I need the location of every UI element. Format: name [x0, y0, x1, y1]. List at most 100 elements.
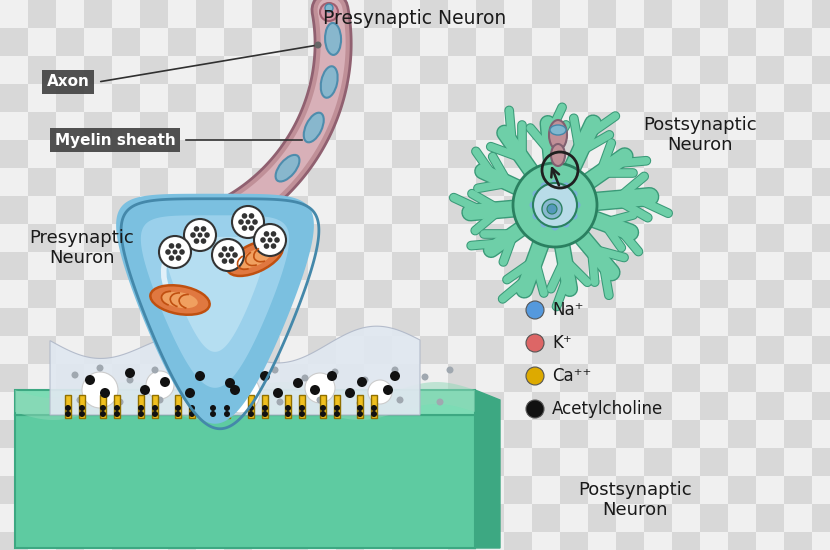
Bar — [392, 0, 420, 28]
Circle shape — [301, 375, 309, 382]
Bar — [588, 252, 616, 280]
Circle shape — [79, 405, 85, 411]
Bar — [672, 196, 700, 224]
Polygon shape — [15, 415, 475, 548]
Bar — [728, 532, 756, 550]
Bar — [280, 84, 308, 112]
Bar — [0, 532, 28, 550]
Bar — [140, 0, 168, 28]
Bar — [448, 448, 476, 476]
Bar — [56, 28, 84, 56]
Polygon shape — [334, 395, 340, 418]
Bar — [0, 224, 28, 252]
Bar — [56, 420, 84, 448]
Circle shape — [242, 213, 247, 219]
Bar — [448, 476, 476, 504]
Bar — [644, 364, 672, 392]
Bar — [644, 420, 672, 448]
Bar — [364, 252, 392, 280]
Bar — [532, 224, 560, 252]
Bar — [0, 308, 28, 336]
Bar — [0, 56, 28, 84]
Bar — [812, 448, 830, 476]
Bar — [448, 84, 476, 112]
Circle shape — [249, 213, 254, 219]
Bar — [84, 532, 112, 550]
Bar — [168, 392, 196, 420]
Circle shape — [173, 250, 178, 255]
Text: Acetylcholine: Acetylcholine — [552, 400, 663, 418]
Circle shape — [222, 246, 227, 252]
Circle shape — [237, 397, 243, 404]
Bar — [196, 224, 224, 252]
Circle shape — [165, 249, 171, 255]
Circle shape — [549, 213, 554, 219]
Bar — [224, 532, 252, 550]
Bar — [616, 280, 644, 308]
Bar — [112, 532, 140, 550]
Bar — [448, 56, 476, 84]
Bar — [392, 476, 420, 504]
Bar — [812, 392, 830, 420]
Bar — [532, 140, 560, 168]
Bar — [196, 420, 224, 448]
Circle shape — [447, 366, 453, 373]
Bar — [672, 140, 700, 168]
Circle shape — [574, 201, 580, 208]
Circle shape — [189, 405, 195, 411]
Polygon shape — [175, 395, 181, 418]
Bar — [784, 56, 812, 84]
Bar — [476, 112, 504, 140]
Bar — [672, 252, 700, 280]
Bar — [308, 308, 336, 336]
Circle shape — [232, 206, 264, 238]
Bar — [84, 420, 112, 448]
Bar — [112, 252, 140, 280]
Bar — [308, 476, 336, 504]
Bar — [756, 28, 784, 56]
Bar — [336, 504, 364, 532]
Bar — [392, 84, 420, 112]
Bar — [532, 252, 560, 280]
Bar — [392, 56, 420, 84]
Bar — [784, 28, 812, 56]
Bar — [700, 140, 728, 168]
Bar — [588, 448, 616, 476]
Circle shape — [193, 238, 199, 244]
Bar — [252, 84, 280, 112]
Bar — [588, 196, 616, 224]
Bar — [644, 56, 672, 84]
Bar — [672, 420, 700, 448]
Circle shape — [390, 371, 400, 381]
Circle shape — [327, 371, 337, 381]
Bar — [784, 476, 812, 504]
Bar — [616, 448, 644, 476]
Bar — [532, 336, 560, 364]
Bar — [84, 336, 112, 364]
Bar — [196, 504, 224, 532]
Bar — [0, 364, 28, 392]
Bar — [588, 224, 616, 252]
Circle shape — [563, 221, 569, 228]
Circle shape — [305, 373, 335, 403]
Bar — [224, 84, 252, 112]
Bar — [308, 252, 336, 280]
Bar — [196, 168, 224, 196]
Bar — [504, 28, 532, 56]
Bar — [224, 420, 252, 448]
Bar — [616, 224, 644, 252]
Circle shape — [248, 405, 254, 411]
Bar — [420, 532, 448, 550]
Ellipse shape — [304, 113, 324, 142]
Bar — [476, 196, 504, 224]
Ellipse shape — [320, 66, 338, 98]
Bar — [784, 336, 812, 364]
Bar — [588, 28, 616, 56]
Bar — [252, 196, 280, 224]
Circle shape — [225, 378, 235, 388]
Bar — [252, 112, 280, 140]
Bar — [336, 0, 364, 28]
Bar — [196, 0, 224, 28]
Bar — [112, 140, 140, 168]
Bar — [784, 392, 812, 420]
